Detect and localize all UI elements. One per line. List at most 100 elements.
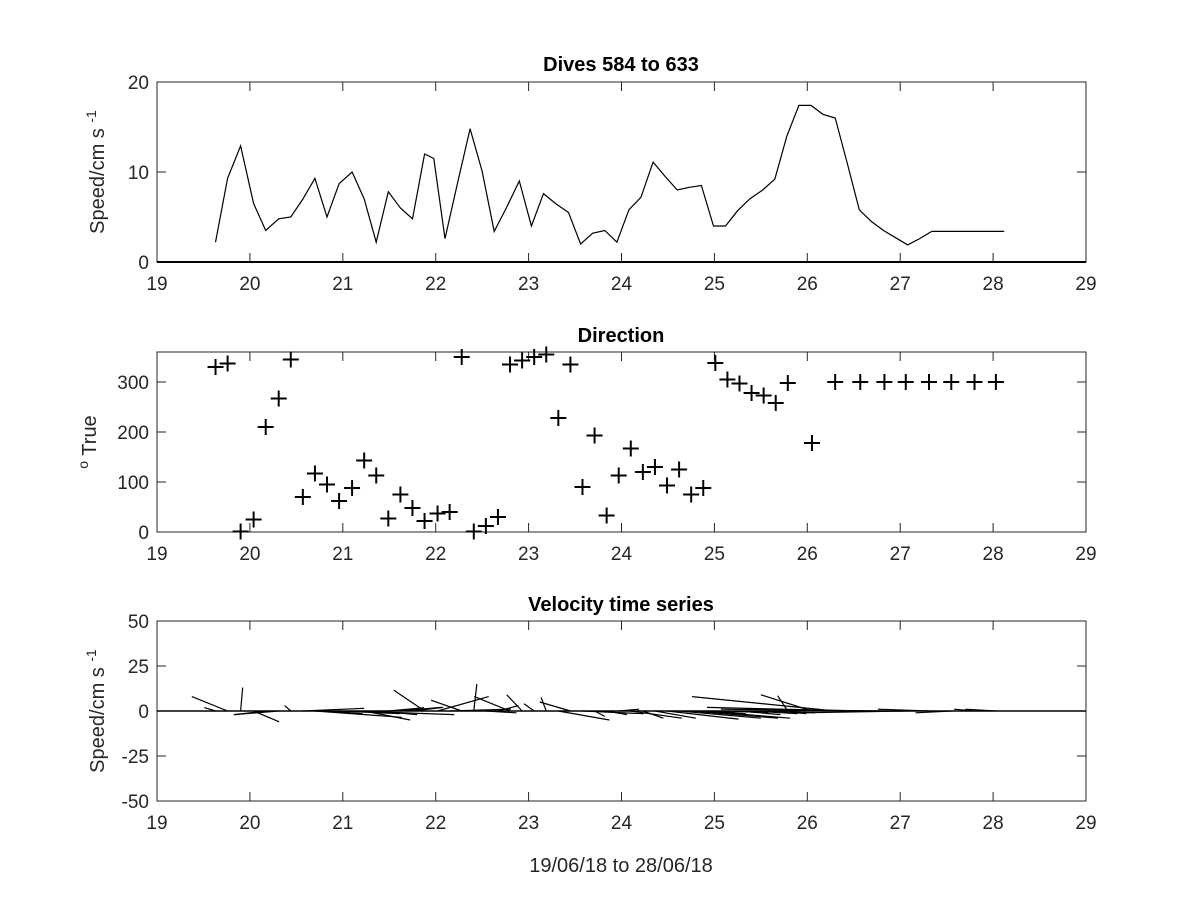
speed-y-tick-label: 20 <box>128 73 149 94</box>
velocity-stick <box>691 710 779 719</box>
direction-point <box>707 355 724 371</box>
velocity-stick <box>523 703 535 712</box>
speed-series-line <box>214 104 1005 246</box>
direction-panel-title: Direction <box>578 325 665 347</box>
direction-point <box>622 440 639 457</box>
velocity-y-tick-label: -50 <box>122 792 149 813</box>
direction-point <box>943 374 960 390</box>
velocity-panel: Velocity time series 19/06/18 to 28/06/1… <box>83 594 1097 877</box>
velocity-y-label-text: Speed/cm s <box>87 662 109 773</box>
velocity-stick <box>430 699 462 712</box>
velocity-stick <box>233 710 279 716</box>
velocity-stick <box>703 710 791 719</box>
speed-y-tick-label: 0 <box>138 253 149 274</box>
direction-point <box>207 359 224 375</box>
direction-point <box>392 486 409 503</box>
direction-point <box>659 477 676 494</box>
direction-point <box>852 374 869 390</box>
direction-point <box>743 385 760 401</box>
direction-point <box>920 374 937 390</box>
direction-point <box>319 476 336 493</box>
velocity-stick <box>558 710 610 721</box>
velocity-y-label-superscript: -1 <box>83 649 99 662</box>
speed-x-tick-label: 27 <box>890 274 911 295</box>
speed-panel: Dives 584 to 633 19 20 21 22 23 24 25 26 27 28 29 0… <box>83 54 1097 295</box>
speed-plot-frame <box>156 81 1087 263</box>
direction-point <box>514 352 531 369</box>
direction-point <box>331 493 348 509</box>
direction-point <box>441 504 458 520</box>
direction-point <box>634 464 651 480</box>
direction-point <box>219 355 236 372</box>
direction-point <box>719 371 736 388</box>
direction-point <box>368 467 385 484</box>
direction-point <box>232 523 249 540</box>
velocity-stick <box>630 710 682 719</box>
direction-y-label-text: True <box>79 415 101 461</box>
direction-x-tick-label: 29 <box>1075 544 1096 565</box>
velocity-y-tick-label: -25 <box>122 747 149 768</box>
direction-point <box>767 395 784 411</box>
velocity-stick <box>679 710 761 719</box>
direction-y-axis-label: o True <box>75 415 101 468</box>
speed-x-tick-label: 29 <box>1075 274 1096 295</box>
direction-x-tick-label: 21 <box>332 544 353 565</box>
velocity-stick <box>376 710 418 716</box>
velocity-stick <box>954 708 975 712</box>
velocity-x-tick-label: 24 <box>611 813 633 834</box>
direction-y-tick-label: 0 <box>138 523 149 544</box>
direction-point <box>257 419 274 435</box>
direction-x-tick-label: 25 <box>704 544 725 565</box>
direction-point <box>404 500 421 516</box>
velocity-stick <box>654 710 696 719</box>
velocity-stick <box>204 707 216 712</box>
direction-point <box>465 523 482 540</box>
velocity-stick <box>965 708 996 712</box>
direction-y-tick-label: 300 <box>117 373 149 394</box>
direction-point <box>356 452 373 469</box>
speed-x-tick-label: 20 <box>239 274 260 295</box>
velocity-stick <box>540 697 547 712</box>
direction-point <box>502 356 519 373</box>
velocity-panel-title: Velocity time series <box>528 594 714 616</box>
velocity-stick <box>412 706 444 712</box>
speed-x-tick-label: 22 <box>425 274 446 295</box>
velocity-x-tick-label: 26 <box>797 813 818 834</box>
direction-point <box>453 349 470 365</box>
speed-x-tick-label: 25 <box>704 274 725 295</box>
direction-point <box>755 387 772 404</box>
direction-point <box>270 390 287 407</box>
velocity-stick <box>191 696 228 712</box>
direction-x-tick-label: 23 <box>518 544 539 565</box>
direction-plot-frame <box>156 351 1087 533</box>
direction-point <box>827 374 844 390</box>
direction-y-tick-label: 100 <box>117 473 149 494</box>
direction-point <box>562 356 579 373</box>
speed-x-tick-label: 23 <box>518 274 539 295</box>
velocity-stick <box>692 696 836 712</box>
velocity-stick <box>326 710 363 715</box>
direction-point <box>731 375 748 392</box>
direction-point <box>966 374 983 390</box>
direction-x-tick-label: 20 <box>239 544 260 565</box>
velocity-stick <box>642 710 664 719</box>
speed-x-tick-label: 28 <box>983 274 1004 295</box>
speed-y-label-superscript: -1 <box>83 110 99 123</box>
velocity-x-tick-label: 22 <box>425 813 446 834</box>
velocity-stick <box>393 689 425 712</box>
velocity-stick <box>666 710 739 720</box>
direction-point <box>695 480 712 496</box>
direction-y-tick-label: 200 <box>117 423 149 444</box>
direction-point <box>282 351 299 368</box>
velocity-y-tick-label: 0 <box>138 702 149 723</box>
velocity-x-tick-label: 20 <box>239 813 260 834</box>
velocity-stick <box>485 710 517 714</box>
velocity-stick <box>720 708 885 712</box>
direction-point <box>538 346 555 363</box>
velocity-stick <box>751 710 798 715</box>
velocity-x-tick-label: 28 <box>983 813 1004 834</box>
velocity-stick <box>803 710 906 714</box>
velocity-stick <box>739 710 781 716</box>
direction-point <box>610 467 627 484</box>
direction-x-tick-label: 22 <box>425 544 446 565</box>
